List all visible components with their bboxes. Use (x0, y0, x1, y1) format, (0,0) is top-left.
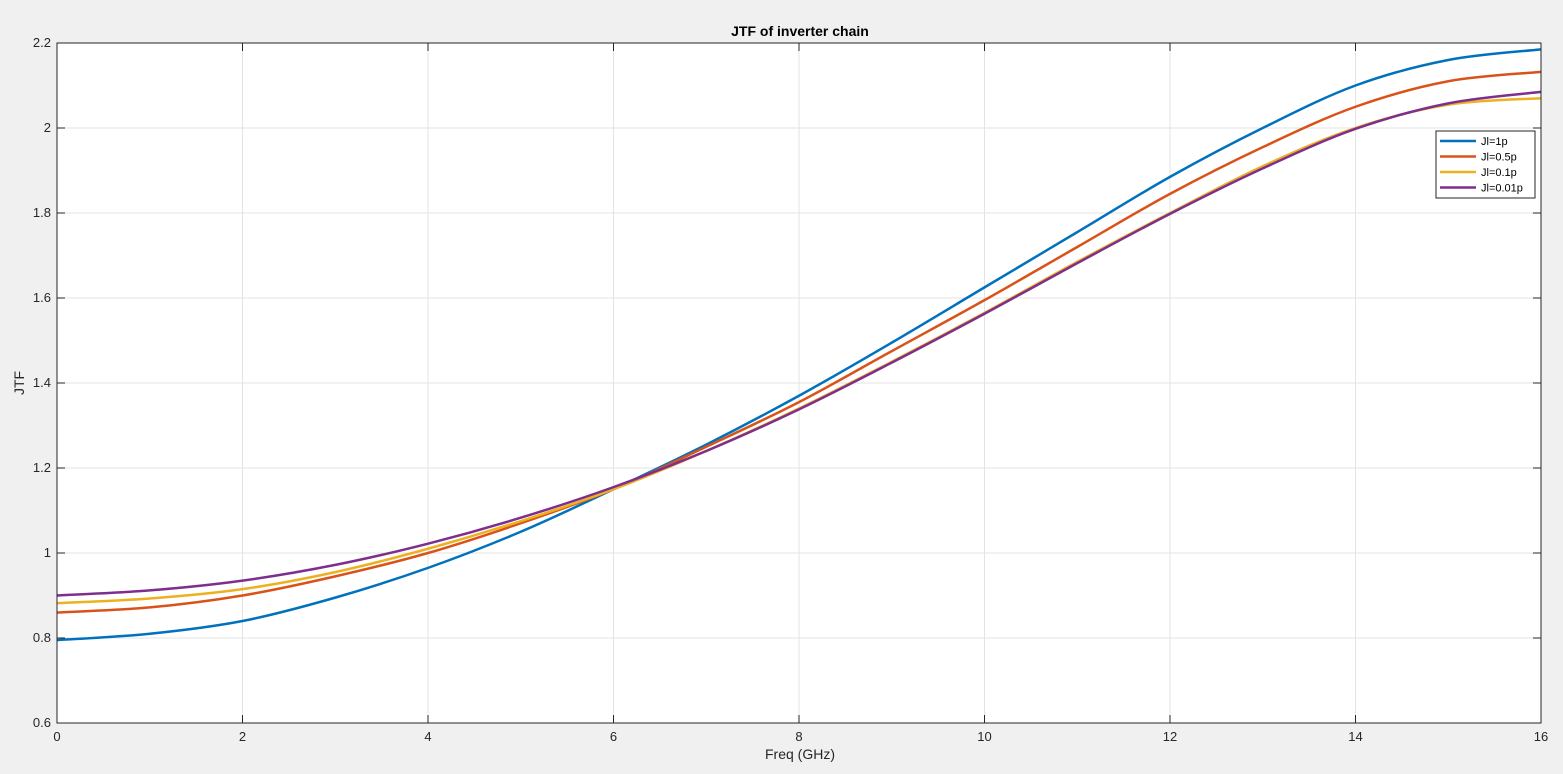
x-tick-label: 14 (1348, 729, 1362, 744)
series-line-1 (56, 70, 1542, 614)
y-tick-label: 2 (44, 120, 51, 135)
y-tick-label: 1.8 (33, 205, 51, 220)
y-tick-label: 1.2 (33, 460, 51, 475)
y-tick-label: 1.4 (33, 375, 51, 390)
legend-label-1: Jl=0.5p (1481, 152, 1517, 164)
y-tick-label: 0.8 (33, 630, 51, 645)
series-line-3 (56, 90, 1542, 597)
x-tick-label: 10 (977, 729, 991, 744)
y-tick-label: 1 (44, 545, 51, 560)
legend-label-2: Jl=0.1p (1481, 167, 1517, 179)
y-axis-label: JTF (11, 371, 27, 395)
x-tick-label: 6 (610, 729, 617, 744)
series-line-0 (56, 48, 1542, 642)
x-tick-label: 12 (1163, 729, 1177, 744)
ticks: 0 2 4 6 8 10 12 14 16 0.6 0.8 1 1.2 1.4 1.6 1.8 2 2.2 (33, 35, 1548, 744)
x-tick-label: 8 (795, 729, 802, 744)
series-layer (56, 48, 1542, 642)
y-tick-label: 0.6 (33, 715, 51, 730)
x-tick-label: 0 (53, 729, 60, 744)
x-tick-label: 2 (239, 729, 246, 744)
y-tick-label: 2.2 (33, 35, 51, 50)
legend-label-3: Jl=0.01p (1481, 183, 1523, 195)
y-tick-label: 1.6 (33, 290, 51, 305)
x-tick-label: 4 (424, 729, 431, 744)
legend: Jl=1p Jl=0.5p Jl=0.1p Jl=0.01p (1435, 130, 1536, 199)
chart-title: JTF of inverter chain (731, 23, 869, 39)
x-tick-label: 16 (1534, 729, 1548, 744)
legend-label-0: Jl=1p (1481, 136, 1508, 148)
x-axis-label: Freq (GHz) (765, 746, 835, 762)
